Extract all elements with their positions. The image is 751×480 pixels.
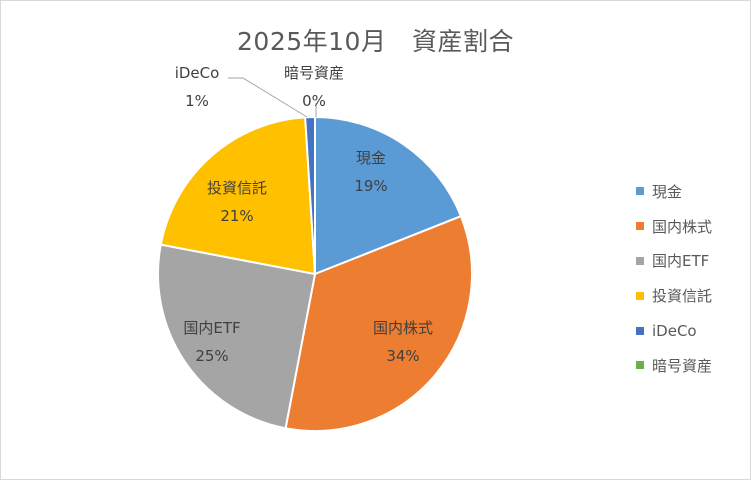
data-label-category-5: 暗号資産 — [284, 64, 344, 82]
data-label-percent-3: 21% — [220, 207, 253, 225]
legend-item-2: 国内ETF — [636, 244, 712, 279]
data-label-2: 国内ETF 25% — [183, 319, 240, 365]
legend-item-1: 国内株式 — [636, 209, 712, 244]
data-label-category-0: 現金 — [356, 149, 386, 167]
legend: 現金国内株式国内ETF 投資信託 iDeCo 暗号資産 — [636, 174, 712, 383]
data-label-percent-5: 0% — [302, 92, 326, 110]
legend-label-5: 暗号資産 — [652, 356, 713, 375]
data-label-5: 暗号資産 0% — [284, 64, 344, 110]
legend-item-4: iDeCo — [636, 313, 712, 348]
pie-slice-0 — [314, 115, 463, 276]
pie-slice-3 — [159, 116, 317, 276]
data-label-percent-4: 1% — [185, 92, 209, 110]
pie-slice-4 — [304, 115, 316, 275]
legend-label-1: 国内株式 — [652, 217, 713, 236]
chart-title: 2025年10月 資産割合 — [237, 27, 514, 56]
data-label-3: 投資信託 21% — [207, 179, 267, 225]
legend-swatch-5 — [636, 361, 644, 370]
legend-swatch-2 — [636, 256, 644, 265]
legend-item-0: 現金 — [636, 174, 712, 209]
data-label-category-4: iDeCo — [175, 64, 220, 82]
data-label-0: 現金 19% — [354, 149, 387, 195]
legend-label-0: 現金 — [652, 182, 683, 201]
data-label-4: iDeCo 1% — [175, 64, 220, 110]
legend-swatch-4 — [636, 326, 644, 335]
legend-item-5: 暗号資産 — [636, 348, 712, 383]
leader-line-4 — [228, 77, 308, 118]
pie-slice-1 — [284, 214, 473, 432]
data-label-category-3: 投資信託 — [207, 179, 267, 197]
legend-swatch-0 — [636, 187, 644, 196]
data-label-percent-1: 34% — [386, 347, 419, 365]
legend-label-3: 投資信託 — [652, 287, 713, 306]
legend-label-4: iDeCo — [652, 321, 697, 340]
legend-swatch-1 — [636, 222, 644, 231]
data-label-category-2: 国内ETF — [183, 319, 240, 337]
data-label-percent-2: 25% — [195, 347, 228, 365]
data-label-percent-0: 19% — [354, 177, 387, 195]
data-label-1: 国内株式 34% — [373, 319, 433, 365]
legend-label-2: 国内ETF — [652, 252, 710, 271]
data-label-category-1: 国内株式 — [373, 319, 433, 337]
legend-swatch-3 — [636, 291, 644, 300]
pie-slice-2 — [157, 243, 317, 430]
legend-item-3: 投資信託 — [636, 278, 712, 313]
